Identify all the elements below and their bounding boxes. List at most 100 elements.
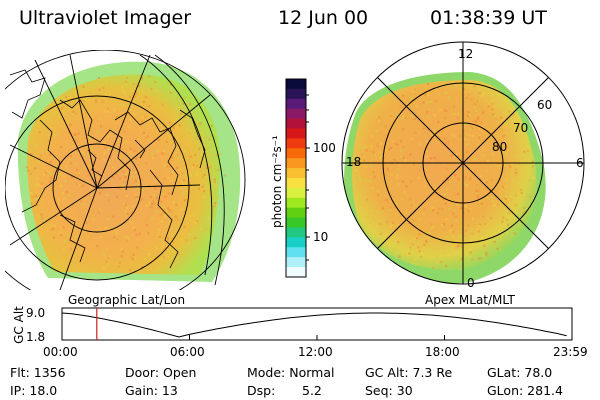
- speckle: [190, 217, 193, 220]
- speckle: [98, 207, 102, 210]
- speckle: [389, 106, 393, 109]
- colorbar-segment: [286, 148, 306, 159]
- speckle: [453, 113, 457, 116]
- speckle: [395, 202, 398, 205]
- speckle: [436, 83, 439, 87]
- speckle: [197, 187, 200, 190]
- speckle: [221, 167, 224, 170]
- speckle: [204, 193, 207, 197]
- speckle: [83, 98, 86, 101]
- speckle: [453, 135, 456, 138]
- speckle: [215, 154, 218, 157]
- speckle: [100, 236, 103, 239]
- speckle: [512, 114, 515, 117]
- speckle: [497, 103, 500, 107]
- speckle: [510, 125, 513, 128]
- speckle: [478, 128, 481, 131]
- speckle: [373, 175, 376, 178]
- speckle: [499, 236, 502, 239]
- speckle: [201, 229, 204, 232]
- speckle: [167, 192, 170, 195]
- speckle: [155, 250, 158, 253]
- speckle: [115, 230, 118, 233]
- colorbar-ticks: [306, 94, 310, 261]
- speckle: [468, 134, 471, 137]
- speckle: [117, 209, 120, 212]
- speckle: [478, 230, 481, 233]
- speckle: [465, 253, 468, 256]
- speckle: [452, 176, 455, 179]
- speckle: [36, 178, 39, 181]
- speckle: [125, 210, 128, 213]
- speckle: [473, 103, 476, 106]
- speckle: [107, 147, 110, 151]
- speckle: [505, 231, 509, 234]
- speckle: [402, 127, 405, 131]
- speckle: [425, 239, 428, 242]
- speckle: [71, 175, 74, 179]
- speckle: [31, 196, 34, 199]
- speckle: [184, 174, 188, 177]
- speckle: [471, 258, 474, 261]
- speckle: [59, 234, 62, 237]
- status-gc-alt: GC Alt: 7.3 Re: [365, 365, 453, 380]
- speckle: [502, 216, 505, 219]
- speckle: [140, 120, 143, 123]
- speckle: [189, 155, 192, 158]
- speckle: [469, 256, 472, 259]
- speckle: [475, 184, 478, 187]
- speckle: [417, 169, 421, 172]
- speckle: [111, 137, 114, 141]
- speckle: [433, 114, 436, 117]
- speckle: [445, 265, 448, 268]
- instrument-title: Ultraviolet Imager: [19, 7, 192, 29]
- speckle: [375, 115, 378, 118]
- speckle: [437, 120, 440, 123]
- speckle: [138, 114, 141, 117]
- speckle: [57, 198, 61, 201]
- speckle: [186, 230, 190, 233]
- speckle: [131, 103, 134, 106]
- speckle: [78, 96, 81, 99]
- speckle: [125, 194, 129, 197]
- speckle: [195, 220, 198, 223]
- speckle: [209, 218, 212, 221]
- speckle: [479, 134, 482, 137]
- speckle: [395, 209, 398, 212]
- speckle: [478, 136, 481, 139]
- speckle: [149, 179, 152, 182]
- speckle: [53, 157, 56, 160]
- speckle: [185, 131, 188, 134]
- speckle: [369, 222, 372, 225]
- speckle: [476, 131, 479, 134]
- speckle: [152, 102, 155, 105]
- speckle: [86, 170, 89, 173]
- speckle: [369, 223, 372, 226]
- speckle: [124, 235, 127, 238]
- speckle: [153, 167, 156, 170]
- speckle: [417, 176, 420, 179]
- speckle: [442, 141, 445, 144]
- speckle: [469, 248, 472, 251]
- speckle: [443, 193, 446, 196]
- speckle: [130, 113, 133, 116]
- right-panel-caption: Apex MLat/MLT: [425, 293, 515, 307]
- speckle: [54, 215, 57, 218]
- speckle: [400, 150, 403, 153]
- speckle: [113, 108, 116, 112]
- speckle: [449, 229, 452, 232]
- speckle: [423, 257, 426, 260]
- speckle: [213, 181, 216, 184]
- speckle: [513, 217, 516, 220]
- speckle: [402, 156, 405, 159]
- speckle: [178, 215, 181, 218]
- speckle: [450, 224, 453, 227]
- speckle: [412, 114, 415, 117]
- speckle: [200, 153, 203, 156]
- speckle: [491, 196, 494, 199]
- speckle: [52, 227, 55, 230]
- speckle: [121, 184, 125, 187]
- speckle: [150, 87, 153, 90]
- speckle: [38, 157, 41, 160]
- speckle: [432, 266, 435, 269]
